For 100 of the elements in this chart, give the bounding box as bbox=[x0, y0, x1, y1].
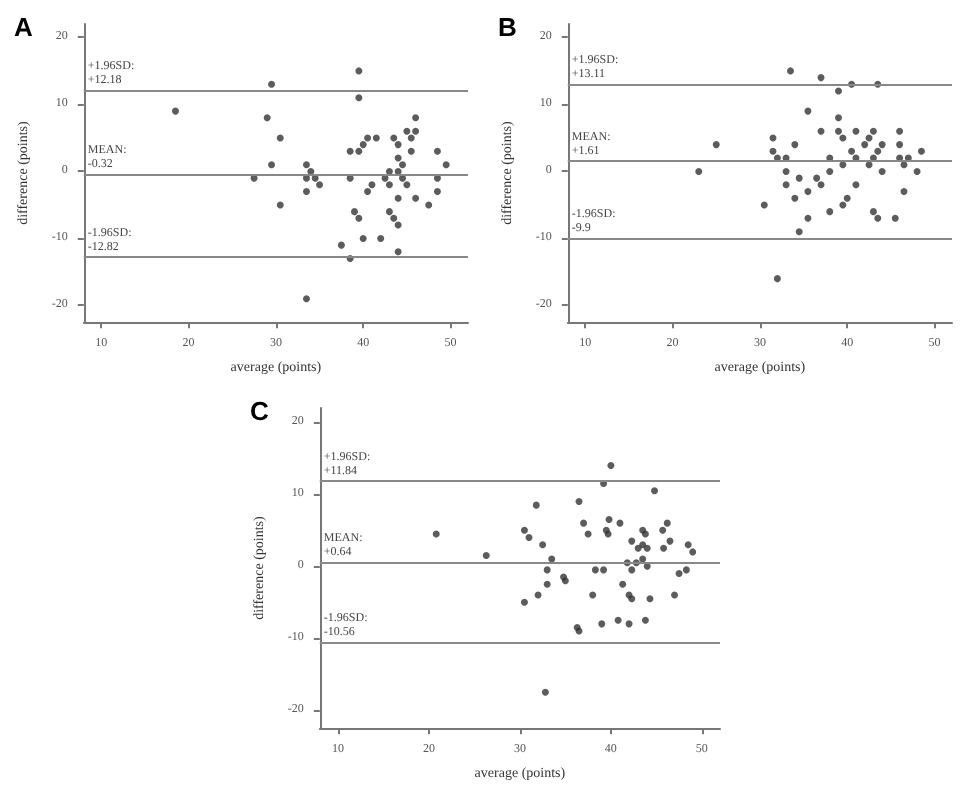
point bbox=[861, 141, 869, 149]
point bbox=[896, 127, 904, 135]
point bbox=[896, 141, 904, 149]
point bbox=[412, 127, 420, 135]
point bbox=[263, 114, 271, 122]
point bbox=[268, 161, 276, 169]
point bbox=[917, 147, 925, 155]
point bbox=[900, 188, 908, 196]
point bbox=[646, 595, 654, 603]
point bbox=[671, 591, 679, 599]
point bbox=[541, 688, 549, 696]
point bbox=[425, 201, 433, 209]
point bbox=[826, 208, 834, 216]
point bbox=[407, 134, 415, 142]
point bbox=[394, 194, 402, 202]
point bbox=[869, 127, 877, 135]
point bbox=[663, 519, 671, 527]
point bbox=[350, 208, 358, 216]
point bbox=[359, 234, 367, 242]
point bbox=[543, 566, 551, 574]
point bbox=[520, 526, 528, 534]
point bbox=[817, 181, 825, 189]
point bbox=[302, 161, 310, 169]
point bbox=[377, 234, 385, 242]
point bbox=[600, 566, 608, 574]
point bbox=[804, 188, 812, 196]
point bbox=[786, 67, 794, 75]
point bbox=[372, 134, 380, 142]
point bbox=[482, 552, 490, 560]
point bbox=[760, 201, 768, 209]
point bbox=[532, 501, 540, 509]
point bbox=[575, 498, 583, 506]
point bbox=[307, 167, 315, 175]
point bbox=[433, 188, 441, 196]
point bbox=[385, 208, 393, 216]
point bbox=[302, 188, 310, 196]
point bbox=[548, 555, 556, 563]
point bbox=[834, 127, 842, 135]
point bbox=[394, 248, 402, 256]
point bbox=[390, 214, 398, 222]
point bbox=[712, 141, 720, 149]
point bbox=[843, 194, 851, 202]
point bbox=[643, 544, 651, 552]
point bbox=[852, 127, 860, 135]
point bbox=[782, 167, 790, 175]
point bbox=[874, 147, 882, 155]
point bbox=[852, 181, 860, 189]
point bbox=[639, 541, 647, 549]
point bbox=[355, 94, 363, 102]
point bbox=[276, 201, 284, 209]
point bbox=[913, 167, 921, 175]
point bbox=[412, 114, 420, 122]
point bbox=[651, 487, 659, 495]
point bbox=[364, 134, 372, 142]
point bbox=[878, 167, 886, 175]
point bbox=[682, 566, 690, 574]
point bbox=[795, 228, 803, 236]
point bbox=[782, 181, 790, 189]
point bbox=[589, 591, 597, 599]
point bbox=[539, 541, 547, 549]
point bbox=[619, 580, 627, 588]
point bbox=[628, 537, 636, 545]
point bbox=[316, 181, 324, 189]
point bbox=[591, 566, 599, 574]
point bbox=[614, 616, 622, 624]
point bbox=[684, 541, 692, 549]
point bbox=[355, 147, 363, 155]
point bbox=[433, 147, 441, 155]
point bbox=[543, 580, 551, 588]
chart-title: A bbox=[14, 12, 34, 42]
point bbox=[355, 214, 363, 222]
point bbox=[791, 141, 799, 149]
point bbox=[390, 134, 398, 142]
point bbox=[584, 530, 592, 538]
point bbox=[891, 214, 899, 222]
point bbox=[839, 201, 847, 209]
point bbox=[442, 161, 450, 169]
point bbox=[394, 167, 402, 175]
point bbox=[874, 214, 882, 222]
point bbox=[607, 462, 615, 470]
point bbox=[359, 141, 367, 149]
point bbox=[407, 147, 415, 155]
point bbox=[675, 570, 683, 577]
point bbox=[302, 295, 310, 303]
point bbox=[385, 181, 393, 189]
point bbox=[773, 275, 781, 283]
point bbox=[795, 174, 803, 182]
point bbox=[394, 141, 402, 149]
point bbox=[403, 127, 411, 135]
point bbox=[605, 516, 613, 524]
point bbox=[695, 167, 703, 175]
point bbox=[276, 134, 284, 142]
point bbox=[817, 127, 825, 135]
point bbox=[337, 241, 345, 249]
point bbox=[813, 174, 821, 182]
point bbox=[598, 620, 606, 628]
point bbox=[580, 519, 588, 527]
point bbox=[346, 147, 354, 155]
point bbox=[769, 147, 777, 155]
point bbox=[660, 544, 668, 552]
